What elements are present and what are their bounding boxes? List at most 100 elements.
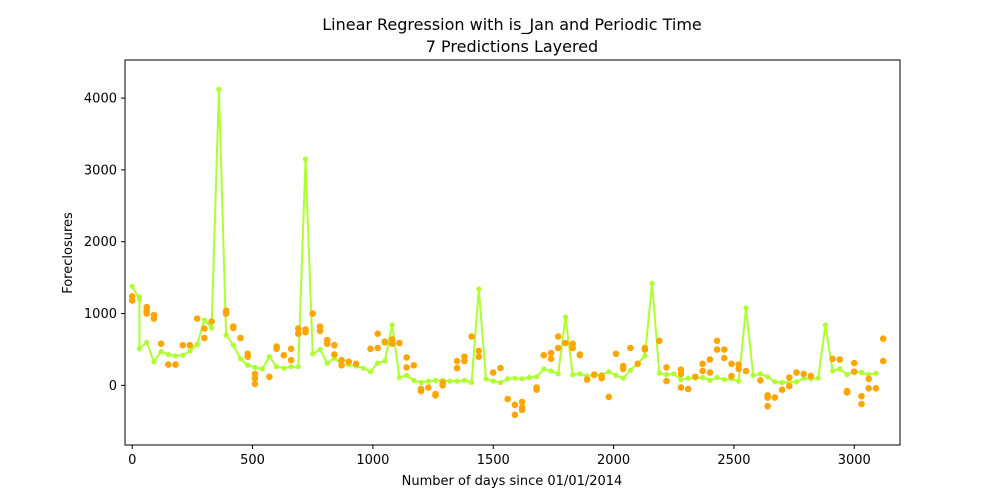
prediction-point xyxy=(266,354,272,360)
data-point xyxy=(562,339,569,347)
prediction-point xyxy=(201,317,207,323)
data-point xyxy=(128,297,136,304)
prediction-point xyxy=(685,375,691,381)
prediction-point xyxy=(172,353,179,359)
prediction-point xyxy=(627,367,634,373)
prediction-point xyxy=(411,377,417,383)
prediction-point xyxy=(389,322,395,328)
data-point xyxy=(237,334,244,342)
data-point xyxy=(533,386,540,394)
prediction-point xyxy=(310,351,316,357)
data-point xyxy=(879,335,887,343)
prediction-point xyxy=(490,378,496,384)
prediction-point xyxy=(476,286,482,292)
data-point xyxy=(453,364,461,372)
data-point xyxy=(157,340,165,348)
prediction-point xyxy=(541,366,547,372)
data-point xyxy=(193,315,201,322)
data-point xyxy=(807,372,815,380)
prediction-point xyxy=(223,332,229,338)
data-point xyxy=(677,384,685,391)
prediction-point xyxy=(367,369,374,375)
prediction-point xyxy=(570,372,576,378)
prediction-point xyxy=(165,351,171,358)
data-point xyxy=(367,345,374,353)
data-point xyxy=(518,398,526,406)
data-point xyxy=(641,346,649,353)
data-point xyxy=(186,341,194,349)
data-point xyxy=(266,373,273,381)
prediction-point xyxy=(519,376,525,382)
y-tick-label: 0 xyxy=(109,379,117,394)
data-point xyxy=(634,360,641,368)
prediction-point xyxy=(497,379,504,386)
data-point xyxy=(786,382,793,390)
data-point xyxy=(295,330,302,338)
data-point xyxy=(865,385,872,392)
prediction-point xyxy=(613,372,619,378)
prediction-point xyxy=(483,376,489,382)
prediction-point xyxy=(151,359,157,365)
data-point xyxy=(302,328,309,336)
data-point xyxy=(554,344,562,352)
data-point xyxy=(475,347,483,355)
x-tick-label: 500 xyxy=(240,453,265,468)
data-point xyxy=(699,360,706,368)
plot-frame xyxy=(124,59,901,446)
data-point xyxy=(179,341,187,349)
prediction-point xyxy=(620,375,626,381)
prediction-point xyxy=(772,379,778,385)
prediction-point xyxy=(562,314,569,320)
data-point xyxy=(374,330,382,338)
x-axis-label: Number of days since 01/01/2014 xyxy=(402,474,623,489)
prediction-point xyxy=(425,378,431,384)
prediction-point xyxy=(743,305,749,311)
data-point xyxy=(786,374,793,381)
prediction-point xyxy=(548,368,554,374)
data-point xyxy=(793,369,800,376)
data-point xyxy=(692,373,699,381)
data-point xyxy=(244,353,251,361)
data-point xyxy=(735,365,742,373)
y-axis-ticks: 0 1000 2000 3000 4000 xyxy=(84,92,125,394)
data-point xyxy=(547,349,555,357)
prediction-point xyxy=(765,374,771,380)
prediction-point xyxy=(757,371,764,377)
y-tick-label: 4000 xyxy=(84,92,117,107)
prediction-point xyxy=(707,377,713,383)
data-point xyxy=(461,357,468,365)
chart-title: Linear Regression with is_Jan and Period… xyxy=(322,15,702,35)
data-point xyxy=(656,337,663,345)
data-point xyxy=(165,361,172,368)
prediction-point xyxy=(252,364,258,370)
data-point xyxy=(425,384,432,391)
data-point xyxy=(287,356,295,364)
prediction-point xyxy=(194,341,200,347)
data-point xyxy=(757,377,764,384)
data-point xyxy=(728,372,735,380)
prediction-point xyxy=(714,374,720,381)
prediction-point xyxy=(534,374,540,380)
data-point xyxy=(143,310,150,317)
data-point xyxy=(800,370,807,378)
data-point xyxy=(410,362,418,369)
data-point xyxy=(851,359,858,367)
data-point xyxy=(403,364,410,371)
data-point xyxy=(417,387,425,395)
data-point xyxy=(453,357,461,365)
y-tick-label: 1000 xyxy=(84,307,117,322)
data-point xyxy=(287,345,295,353)
prediction-point xyxy=(779,379,785,386)
prediction-point xyxy=(375,360,381,366)
data-point xyxy=(540,351,548,359)
data-point xyxy=(316,327,324,335)
prediction-point xyxy=(209,325,215,331)
data-point xyxy=(764,402,771,410)
data-layer xyxy=(128,86,887,419)
data-point xyxy=(872,385,880,392)
prediction-point xyxy=(382,358,388,364)
prediction-point xyxy=(187,348,193,354)
data-point xyxy=(331,341,338,349)
prediction-point xyxy=(324,360,330,366)
data-point xyxy=(851,368,858,376)
